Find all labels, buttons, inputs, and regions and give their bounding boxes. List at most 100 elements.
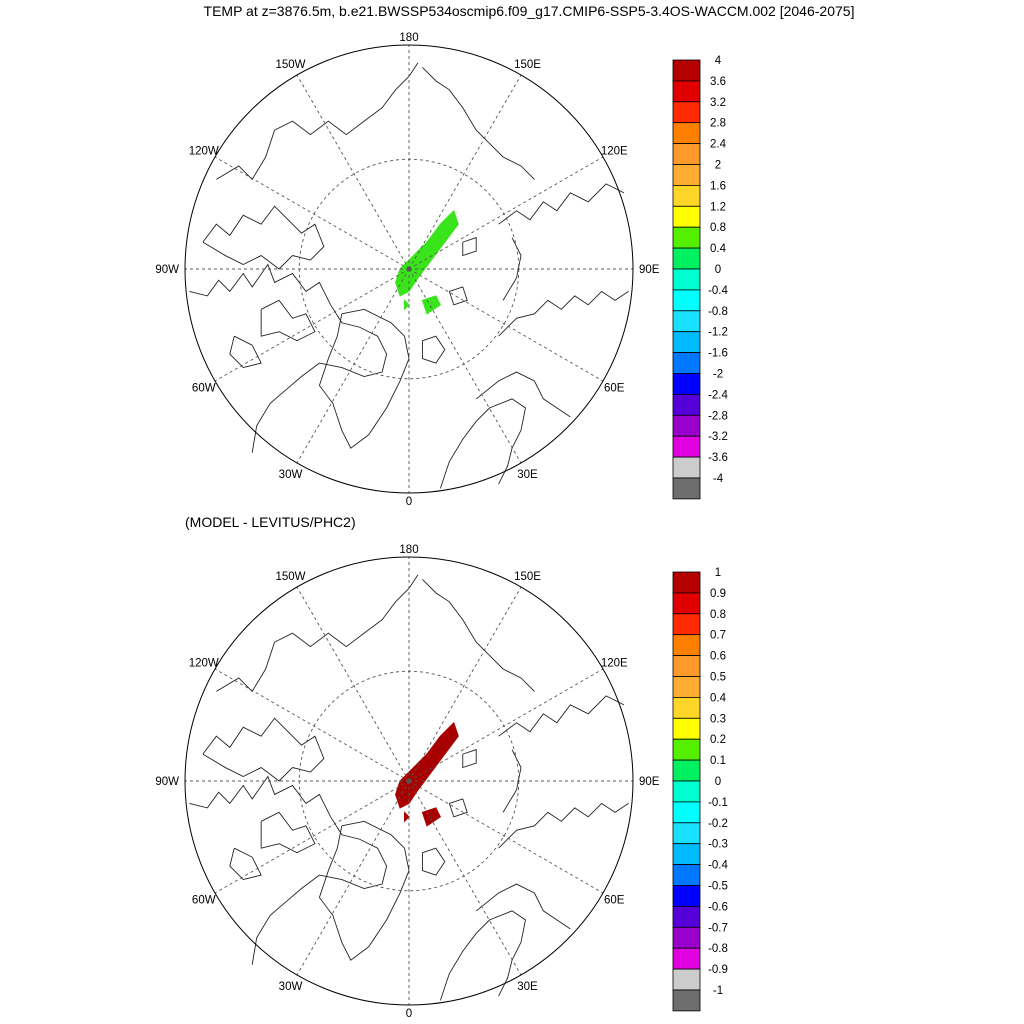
colorbar-tick-label: 3.6 [710,76,726,88]
longitude-label: 150W [275,571,305,583]
longitude-label: 150E [514,59,541,71]
colorbar-swatch [672,843,701,866]
longitude-label: 30E [517,981,538,993]
coastline [260,811,316,854]
coastline [216,641,276,693]
figure-title: TEMP at z=3876.5m, b.e21.BWSSP534oscmip6… [204,3,855,19]
colorbar-tick-label: 0.9 [710,588,726,600]
colorbar-tick-label: -1 [713,985,723,997]
colorbar-tick-label: 4 [715,55,722,67]
meridian-line [296,586,410,782]
colorbar-tick-label: 0.4 [710,692,727,704]
colorbar-swatch [672,780,701,803]
coastline [498,802,629,849]
longitude-label: 90E [639,264,660,276]
coastline [274,62,419,136]
colorbar-tick-label: 0.5 [710,672,726,684]
coastline [274,574,419,648]
longitude-label: 180 [399,32,418,44]
colorbar-swatch [672,989,701,1012]
colorbar-swatch [672,456,701,479]
coastline [421,335,446,364]
colorbar-tick-label: -2.4 [708,389,728,401]
colorbar-swatch [672,268,701,291]
meridian-line [408,156,604,270]
colorbar-swatch [672,352,701,374]
colorbar-swatch [672,592,701,615]
colorbar-swatch [672,634,701,657]
coastline [422,579,535,692]
coastline [318,820,410,961]
anomaly-region [404,811,410,823]
colorbar-tick-label: -1.2 [708,327,728,339]
meridian-line [408,586,522,782]
longitude-label: 30E [517,469,538,481]
anomaly-region [421,807,442,827]
coastline [202,717,325,782]
coastline [439,398,526,489]
longitude-label: 60W [192,383,216,395]
colorbar-tick-label: -0.4 [708,860,728,872]
colorbar-tick-label: 0 [715,264,721,276]
longitude-label: 150W [275,59,305,71]
coastline [498,290,629,337]
colorbar-swatch [672,906,701,928]
meridian-line [214,780,410,894]
anomaly-region [395,721,459,809]
colorbar-tick-label: 0.3 [710,713,726,725]
colorbar-swatch [672,477,701,500]
difference-subtitle: (MODEL - LEVITUS/PHC2) [185,514,356,530]
colorbar-swatch [672,59,701,82]
colorbar-swatch [672,613,701,636]
longitude-label: 90W [155,264,179,276]
colorbar-swatch [672,759,701,782]
meridian-line [408,74,522,270]
coastline [421,847,446,876]
colorbar-tick-label: -2 [713,369,723,381]
colorbar-tick-label: -0.4 [708,285,728,297]
colorbar-tick-label: 0.7 [710,630,726,642]
colorbar-tick-label: 0.6 [710,651,726,663]
longitude-label: 0 [406,1008,412,1020]
coastline [448,286,468,306]
longitude-label: 0 [406,496,412,508]
coastline [498,695,625,737]
colorbar-tick-label: 1.6 [710,180,726,192]
colorbar-swatch [672,393,701,416]
longitude-label: 120E [601,146,628,158]
colorbar-swatch [672,414,701,437]
coastline [229,847,262,881]
colorbar-difference: 1 0.9 0.8 0.7 0.6 0.5 0.4 0.3 0.2 0.1 0 -0.1 -0.2 -0.… [672,567,729,1012]
colorbar-swatch [672,738,701,761]
coastline [189,263,388,453]
meridian-line [296,268,410,464]
colorbar-tick-label: -0.3 [708,839,728,851]
meridian-line [408,268,522,464]
meridian-line [408,780,522,976]
colorbar-swatch [672,289,701,312]
coastline [202,205,325,270]
longitude-label: 180 [399,544,418,556]
colorbar-swatch [672,885,701,907]
colorbar-tick-label: -0.1 [708,797,728,809]
coastline [216,129,276,181]
anomaly-region [404,299,410,311]
colorbar-tick-label: 0.4 [710,243,727,255]
colorbar-swatch [672,676,701,698]
colorbar-tick-label: 0.8 [710,609,726,621]
colorbar-swatch [672,655,701,677]
colorbar-swatch [672,205,701,228]
colorbar-swatch [672,184,701,207]
colorbar-tick-label: -0.8 [708,306,728,318]
meridian-line [214,156,410,270]
colorbar-tick-label: -3.2 [708,431,728,443]
map-panel-model: 180 150E 120E 90E 60E 30E 0 30W 60W 90W 120W 150W [155,32,659,508]
colorbar-swatch [672,822,701,845]
meridian-line [214,268,410,382]
meridian-line [408,780,604,894]
colorbar-tick-label: 0 [715,776,721,788]
meridian-line [214,668,410,782]
coastline [448,798,468,818]
coastline [422,67,535,180]
